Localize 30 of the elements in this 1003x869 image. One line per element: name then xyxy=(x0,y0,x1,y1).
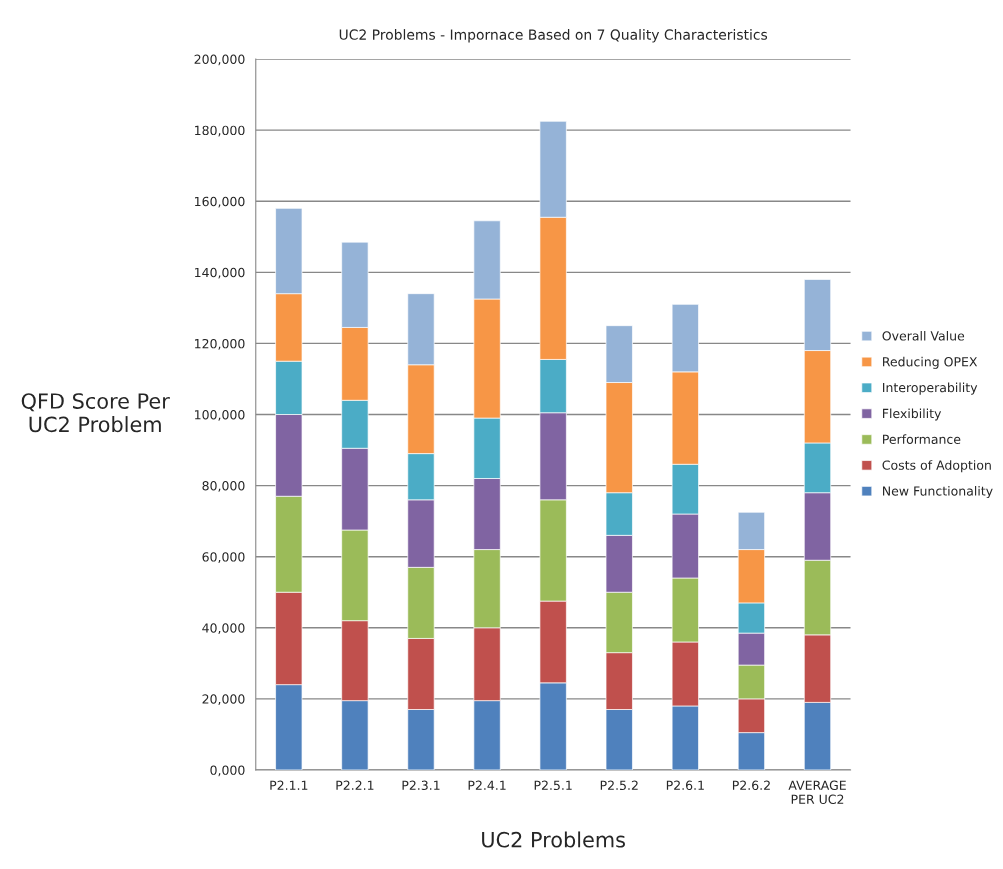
y-tick-label: 100,000 xyxy=(195,409,245,421)
y-tick-label: 20,000 xyxy=(202,694,245,706)
x-tick-label: P2.3.1 xyxy=(402,780,440,791)
y-axis-title: QFD Score Per UC2 Problem xyxy=(21,393,170,433)
legend-label: Reducing OPEX xyxy=(883,356,978,369)
y-tick-label: 200,000 xyxy=(194,54,245,66)
legend-label: Performance xyxy=(883,434,961,444)
x-tick-label: P2.1.1 xyxy=(270,780,308,790)
y-tick-label: 160,000 xyxy=(195,196,245,208)
y-tick-label: 40,000 xyxy=(202,623,245,634)
x-tick-label: P2.5.1 xyxy=(534,780,572,791)
legend-label: Interoperability xyxy=(883,382,978,395)
x-tick-label: P2.4.1 xyxy=(468,780,506,790)
legend-label: Overall Value xyxy=(882,330,965,341)
chart-title: UC2 Problems - Impornace Based on 7 Quality Characteristics xyxy=(339,29,768,43)
y-tick-label: 0,000 xyxy=(210,765,245,777)
x-tick-label: AVERAGE PER UC2 xyxy=(788,780,846,805)
legend-label: Costs of Adoption xyxy=(882,460,991,473)
legend-label: Flexibility xyxy=(883,408,942,421)
x-tick-label: P2.5.2 xyxy=(600,780,638,791)
x-tick-label: P2.2.1 xyxy=(336,780,374,790)
y-tick-label: 180,000 xyxy=(195,125,245,137)
y-tick-label: 60,000 xyxy=(202,552,245,563)
x-tick-label: P2.6.2 xyxy=(732,780,770,791)
legend-label: New Functionality xyxy=(883,486,993,499)
y-tick-label: 80,000 xyxy=(202,481,245,492)
x-axis-title: UC2 Problems xyxy=(482,831,625,848)
y-tick-label: 140,000 xyxy=(195,267,245,279)
y-tick-label: 120,000 xyxy=(195,338,245,350)
x-tick-label: P2.6.1 xyxy=(666,780,704,791)
